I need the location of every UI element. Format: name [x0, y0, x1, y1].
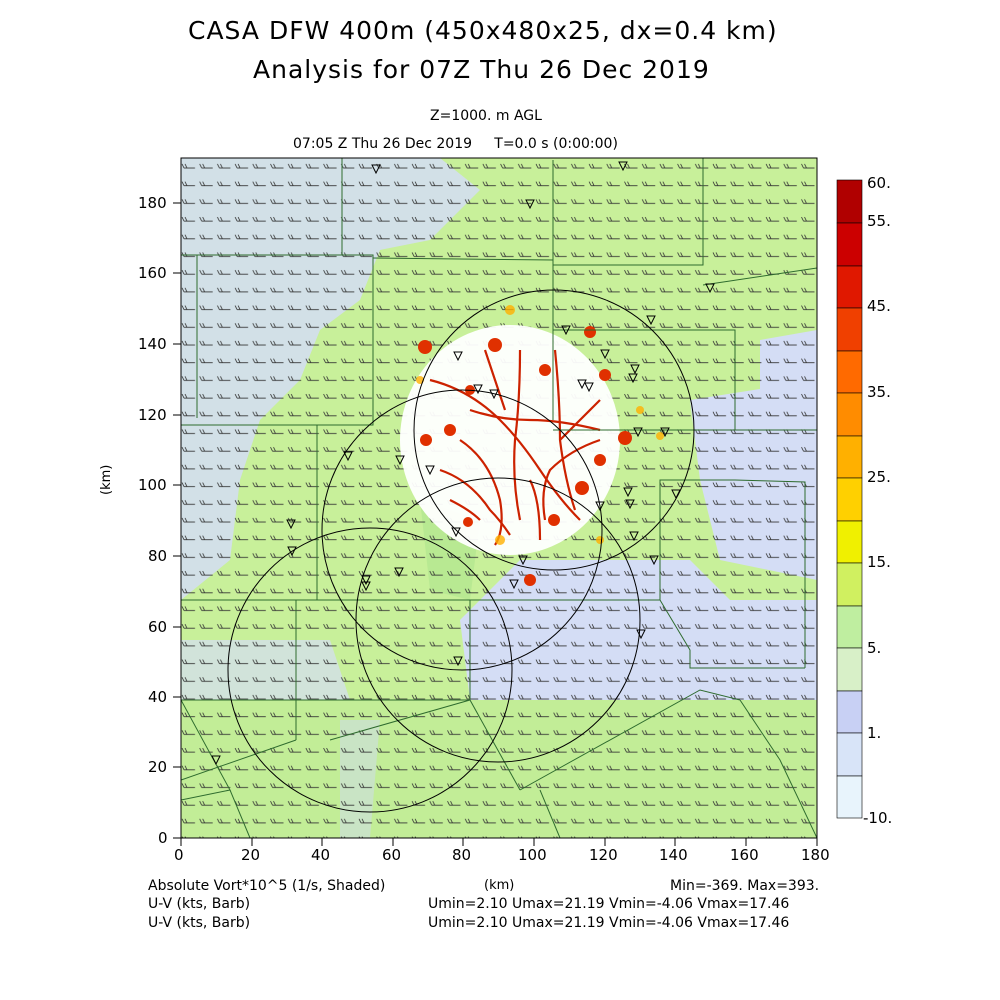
- colorbar-label-15: 15.: [867, 553, 891, 571]
- y-tick-160: 160: [138, 264, 167, 282]
- colorbar-label-5: 5.: [867, 639, 882, 657]
- radar-range-rings: [227, 289, 695, 813]
- min-max-label: Min=-369. Max=393.: [670, 878, 820, 894]
- y-tick-140: 140: [138, 335, 167, 353]
- axis-tick-marks: [173, 202, 818, 846]
- colorbar-label-min10: -10.: [863, 809, 893, 827]
- y-axis-label: (km): [99, 464, 114, 495]
- map-title-line2: Analysis for 07Z Thu 26 Dec 2019: [253, 55, 710, 84]
- x-tick-60: 60: [382, 846, 402, 864]
- x-tick-180: 180: [801, 846, 830, 864]
- radar-site-markers: [211, 161, 715, 766]
- wind-barb-label-2: U-V (kts, Barb): [148, 915, 251, 931]
- wind-barb-label-1: U-V (kts, Barb): [148, 896, 251, 912]
- x-tick-120: 120: [589, 846, 618, 864]
- y-tick-0: 0: [158, 829, 168, 847]
- county-lines: [181, 158, 817, 838]
- x-tick-40: 40: [311, 846, 331, 864]
- y-tick-120: 120: [138, 406, 167, 424]
- colorbar-label-35: 35.: [867, 383, 891, 401]
- level-label: Z=1000. m AGL: [430, 108, 542, 124]
- x-tick-0: 0: [174, 846, 184, 864]
- y-tick-80: 80: [148, 547, 168, 565]
- y-tick-100: 100: [138, 476, 167, 494]
- plot-frame: [180, 157, 818, 839]
- colorbar-label-45: 45.: [867, 297, 891, 315]
- colorbar-label-55: 55.: [867, 212, 891, 230]
- x-tick-20: 20: [241, 846, 261, 864]
- field-label: Absolute Vort*10^5 (1/s, Shaded): [148, 878, 386, 894]
- wind-stats-1: Umin=2.10 Umax=21.19 Vmin=-4.06 Vmax=17.…: [428, 896, 790, 912]
- vorticity-core: [400, 305, 664, 586]
- plot-area: [181, 158, 817, 838]
- y-tick-60: 60: [148, 618, 168, 636]
- time-label: 07:05 Z Thu 26 Dec 2019 T=0.0 s (0:00:00…: [293, 136, 618, 152]
- colorbar: [836, 179, 863, 819]
- x-tick-80: 80: [452, 846, 472, 864]
- x-tick-160: 160: [730, 846, 759, 864]
- colorbar-label-25: 25.: [867, 468, 891, 486]
- map-title-line1: CASA DFW 400m (450x480x25, dx=0.4 km): [188, 16, 778, 45]
- y-tick-180: 180: [138, 194, 167, 212]
- colorbar-label-1: 1.: [867, 724, 882, 742]
- x-tick-140: 140: [659, 846, 688, 864]
- colorbar-label-60: 60.: [867, 174, 891, 192]
- wind-stats-2: Umin=2.10 Umax=21.19 Vmin=-4.06 Vmax=17.…: [428, 915, 790, 931]
- x-tick-100: 100: [518, 846, 547, 864]
- y-tick-20: 20: [148, 758, 168, 776]
- x-axis-label: (km): [484, 878, 515, 893]
- y-tick-40: 40: [148, 688, 168, 706]
